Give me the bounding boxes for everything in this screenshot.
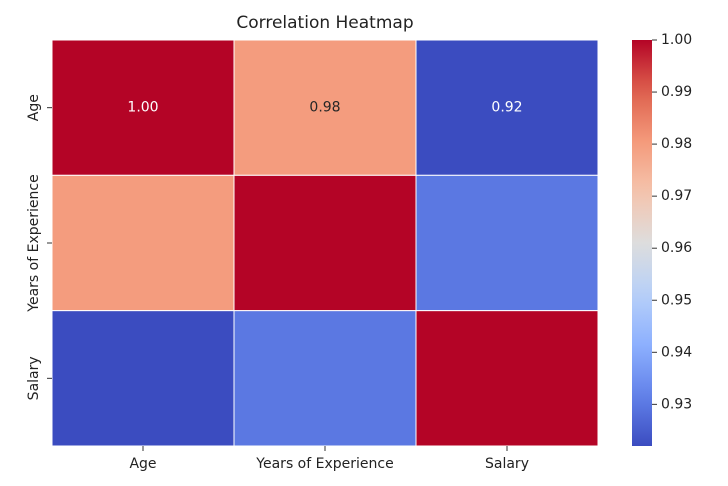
heatmap-cell (415, 39, 599, 176)
heatmap-cells (51, 39, 599, 447)
colorbar-ticks: 1.00 0.99 0.98 0.97 0.96 0.95 0.94 0.93 (652, 32, 692, 412)
cell-annotation: 0.98 (309, 100, 340, 116)
y-axis-ticks: Age Years of Experience Salary (26, 94, 52, 400)
colorbar-tick-label: 0.99 (661, 84, 692, 100)
colorbar-tick-label: 0.97 (661, 188, 692, 204)
colorbar-tick-label: 0.93 (661, 396, 692, 412)
x-tick-label: Years of Experience (255, 456, 393, 472)
colorbar-tick-label: 1.00 (661, 32, 692, 48)
heatmap-cell (51, 174, 235, 312)
colorbar-tick-label: 0.98 (661, 136, 692, 152)
y-tick-label: Age (26, 94, 42, 121)
heatmap-cell (51, 39, 235, 176)
x-tick-label: Salary (485, 456, 529, 472)
colorbar-tick-label: 0.94 (661, 344, 692, 360)
heatmap-cell (233, 310, 417, 447)
heatmap-cell (233, 174, 417, 312)
x-tick-label: Age (129, 456, 156, 472)
colorbar-tick-label: 0.96 (661, 240, 692, 256)
x-axis-ticks: Age Years of Experience Salary (129, 446, 529, 472)
y-tick-label: Years of Experience (26, 174, 42, 312)
chart-title: Correlation Heatmap (236, 13, 413, 33)
heatmap-cell (233, 39, 417, 176)
cell-annotation: 1.00 (127, 100, 158, 116)
colorbar-tick-label: 0.95 (661, 292, 692, 308)
cell-annotation: 0.92 (491, 100, 522, 116)
cell-annotations: 1.00 0.98 0.92 (127, 100, 522, 116)
heatmap-cell (415, 310, 599, 447)
heatmap-cell (415, 174, 599, 312)
y-tick-label: Salary (26, 356, 42, 400)
colorbar (632, 40, 652, 446)
heatmap-cell (51, 310, 235, 447)
